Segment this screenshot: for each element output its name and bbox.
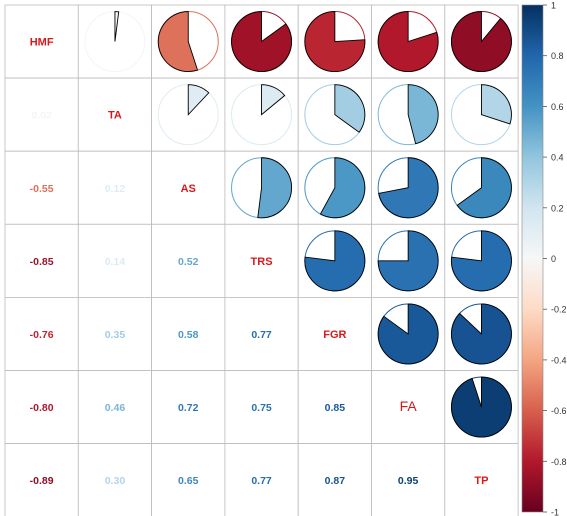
colorbar-tick-label: 0.6 xyxy=(551,102,564,112)
pie-slice xyxy=(187,84,210,116)
colorbar-tick-label: -0.6 xyxy=(551,406,567,416)
grid-cell xyxy=(4,370,79,444)
pie-slice xyxy=(451,230,512,292)
pie-slice xyxy=(407,84,439,145)
grid-cell xyxy=(77,370,153,444)
diagonal-label: AS xyxy=(181,183,196,195)
grid-cell xyxy=(4,223,79,298)
colorbar-tick-label: -1 xyxy=(551,508,559,516)
grid-cell xyxy=(4,296,79,371)
correlation-value: -0.80 xyxy=(30,402,54,414)
correlation-value: 0.58 xyxy=(178,329,199,341)
grid-cell xyxy=(4,150,79,225)
colorbar-tick-label: 1 xyxy=(551,1,556,11)
pie-slice xyxy=(261,84,286,116)
pie-slice xyxy=(377,303,439,365)
correlation-value: 0.12 xyxy=(105,183,126,195)
diagonal-label: HMF xyxy=(30,37,54,49)
correlation-value: 0.65 xyxy=(178,475,199,487)
pie-slice xyxy=(319,157,366,219)
pie-slice xyxy=(304,230,366,292)
pie-slice xyxy=(451,11,512,72)
grid-cell xyxy=(77,223,153,298)
colorbar-tick-label: -0.8 xyxy=(551,457,567,467)
grid-cell xyxy=(151,296,226,371)
correlation-value: -0.89 xyxy=(30,475,54,487)
colorbar xyxy=(521,4,544,513)
pie-slice xyxy=(257,157,292,219)
correlation-value: 0.02 xyxy=(31,110,52,122)
correlation-value: 0.77 xyxy=(251,329,272,341)
grid-cell xyxy=(224,370,299,444)
grid-cell xyxy=(444,443,519,516)
correlation-value: 0.75 xyxy=(251,402,272,414)
correlation-value: 0.95 xyxy=(398,475,419,487)
colorbar-tick-label: 0.2 xyxy=(551,203,564,213)
pie-slice xyxy=(378,157,439,219)
grid-cell xyxy=(4,4,79,79)
grid-cell xyxy=(4,443,79,516)
correlation-value: -0.85 xyxy=(30,256,54,268)
pie-slice xyxy=(481,84,512,125)
grid-cell xyxy=(77,443,153,516)
colorbar-tick-label: -0.4 xyxy=(551,355,567,365)
correlation-value: 0.52 xyxy=(178,256,199,268)
grid-cell xyxy=(151,150,226,225)
pie-slice xyxy=(231,11,292,72)
diagonal-label: FA xyxy=(400,398,418,414)
pie-slice xyxy=(304,11,366,72)
correlation-value: 0.14 xyxy=(105,256,126,268)
colorbar-tick-label: 0.8 xyxy=(551,51,564,61)
diagonal-label: TRS xyxy=(251,256,273,268)
correlation-value: -0.55 xyxy=(30,183,54,195)
pie-slice xyxy=(114,11,120,42)
diagonal-label: TA xyxy=(108,110,122,122)
diagonal-label: TP xyxy=(474,475,488,487)
grid-cell xyxy=(297,443,372,516)
pie-slice xyxy=(157,11,199,72)
pie-slice xyxy=(451,376,512,438)
pie-slice xyxy=(334,84,366,133)
colorbar-tick-label: 0 xyxy=(551,254,556,264)
colorbar-tick-label: -0.2 xyxy=(551,305,567,315)
grid-cell xyxy=(224,223,299,298)
grid-cell xyxy=(4,77,79,152)
pie-slice xyxy=(451,303,512,365)
correlation-value: 0.87 xyxy=(325,475,346,487)
grid-cell xyxy=(297,370,372,444)
pie-slice xyxy=(377,230,439,292)
correlation-value: 0.85 xyxy=(325,402,346,414)
grid-cell xyxy=(151,370,226,444)
pie-slice xyxy=(456,157,512,219)
correlation-value: 0.35 xyxy=(105,329,126,341)
grid-cell xyxy=(151,443,226,516)
grid-cell xyxy=(371,443,446,516)
correlation-value: 0.72 xyxy=(178,402,199,414)
correlation-value: 0.30 xyxy=(105,475,126,487)
grid-cell xyxy=(77,150,153,225)
correlation-value: -0.76 xyxy=(30,329,54,341)
diagonal-label: FGR xyxy=(323,329,346,341)
correlation-value: 0.46 xyxy=(105,402,126,414)
pie-slice xyxy=(377,11,439,72)
colorbar-tick-label: 0.4 xyxy=(551,153,564,163)
correlation-value: 0.77 xyxy=(251,475,272,487)
